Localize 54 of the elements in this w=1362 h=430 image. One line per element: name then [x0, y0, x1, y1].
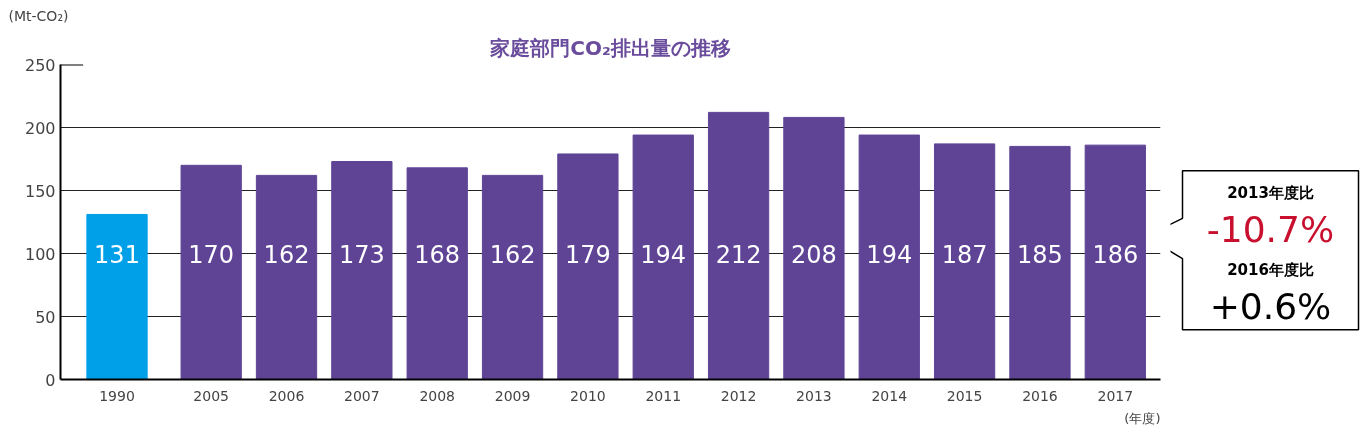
y-tick-label: 0 [45, 370, 56, 390]
data-label: 179 [564, 240, 611, 269]
x-tick-label: 2015 [946, 387, 983, 404]
x-tick-label: 2009 [494, 387, 531, 404]
bar [331, 161, 393, 380]
data-label: 170 [188, 240, 235, 269]
chart-title: 家庭部門CO₂排出量の推移 [489, 35, 731, 60]
bar [481, 174, 544, 380]
x-tick-label: 2012 [720, 387, 757, 404]
x-tick-label: 2011 [645, 387, 682, 404]
text: +0.6% [1209, 285, 1332, 327]
x-tick-label: 2006 [268, 387, 305, 404]
y-axis-title: (Mt-CO₂) [8, 7, 69, 24]
x-tick-label: 2016 [1022, 387, 1058, 404]
bar [557, 153, 619, 380]
data-label: 162 [489, 240, 536, 269]
bar [406, 167, 468, 380]
bar [858, 134, 920, 380]
bar [783, 116, 845, 380]
text: 2016年度比 [1227, 260, 1314, 279]
data-label: 162 [263, 240, 310, 269]
x-tick-label: 2017 [1097, 387, 1134, 404]
y-tick-label: 250 [24, 55, 56, 75]
y-tick-label: 200 [24, 118, 56, 138]
text: -10.7% [1206, 208, 1335, 250]
data-label: 194 [640, 240, 687, 269]
data-label: 185 [1017, 240, 1063, 269]
bar [933, 143, 996, 380]
bar [1084, 144, 1146, 380]
y-tick-label: 100 [24, 244, 56, 264]
x-tick-label: 1990 [99, 387, 135, 404]
data-label: 131 [94, 240, 140, 269]
data-label: 187 [941, 240, 988, 269]
data-label: 212 [715, 240, 762, 269]
bar [255, 174, 318, 380]
x-tick-label: 2010 [570, 387, 606, 404]
x-tick-label: 2007 [344, 387, 380, 404]
data-label: 173 [338, 240, 385, 269]
x-tick-label: 2008 [419, 387, 456, 404]
data-label: 168 [414, 240, 461, 269]
bar [1009, 145, 1071, 380]
data-label: 208 [791, 240, 837, 269]
bar [632, 134, 694, 380]
text: 2013年度比 [1227, 183, 1314, 202]
bar [180, 164, 242, 380]
data-label: 194 [866, 240, 913, 269]
x-tick-label: 2014 [871, 387, 908, 404]
y-tick-label: 150 [24, 181, 56, 201]
x-tick-label: 2005 [193, 387, 230, 404]
y-tick-label: 50 [35, 307, 56, 327]
data-label: 186 [1092, 240, 1139, 269]
x-tick-label: 2013 [796, 387, 832, 404]
bar [707, 111, 770, 380]
x-axis-title: (年度) [1124, 410, 1161, 426]
